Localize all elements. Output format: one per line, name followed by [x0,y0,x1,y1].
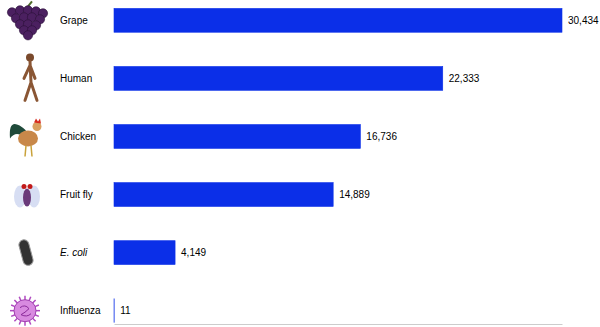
fly-icon [14,184,40,208]
x-axis-line [115,324,563,325]
category-label: Influenza [60,305,101,316]
chart-container: Grape Human Chicken Fruit fly E. coli Influen… [0,0,600,327]
category-label: E. coli [60,247,88,258]
data-label: 11 [120,305,131,316]
fly-eye [22,184,27,189]
grape-icon [7,1,47,40]
icons [7,1,47,325]
chicken-comb [34,118,41,123]
category-label: Grape [60,15,88,26]
fly-eye [28,184,33,189]
category-label: Human [60,73,92,84]
bar [114,241,175,265]
chicken-icon [10,118,42,156]
data-label: 4,149 [181,247,206,258]
ecoli-cell [18,239,34,267]
virus-rna [20,306,31,316]
bars [114,8,562,322]
ecoli-icon [18,239,34,267]
chicken-body [18,130,38,146]
bar [114,66,443,90]
category-label: Chicken [60,131,96,142]
data-label: 30,434 [568,15,599,26]
influenza-icon [10,296,40,326]
virus-body [14,300,36,322]
bar [114,183,333,207]
data-label: 22,333 [449,73,480,84]
data-label: 14,889 [339,189,370,200]
human-icon [24,53,37,100]
data-label: 16,736 [366,131,397,142]
bar [114,125,360,149]
data-labels: 30,434 22,333 16,736 14,889 4,149 11 [120,15,599,316]
category-labels: Grape Human Chicken Fruit fly E. coli Influen… [60,15,101,316]
human-body [24,61,37,100]
x-axis [115,324,563,325]
bar [114,8,562,32]
bar [114,299,115,323]
category-label: Fruit fly [60,189,93,200]
chart-svg: Grape Human Chicken Fruit fly E. coli Influen… [0,0,600,327]
grape-berry [23,31,32,40]
fly-body [23,189,31,207]
chicken-legs [25,145,32,156]
